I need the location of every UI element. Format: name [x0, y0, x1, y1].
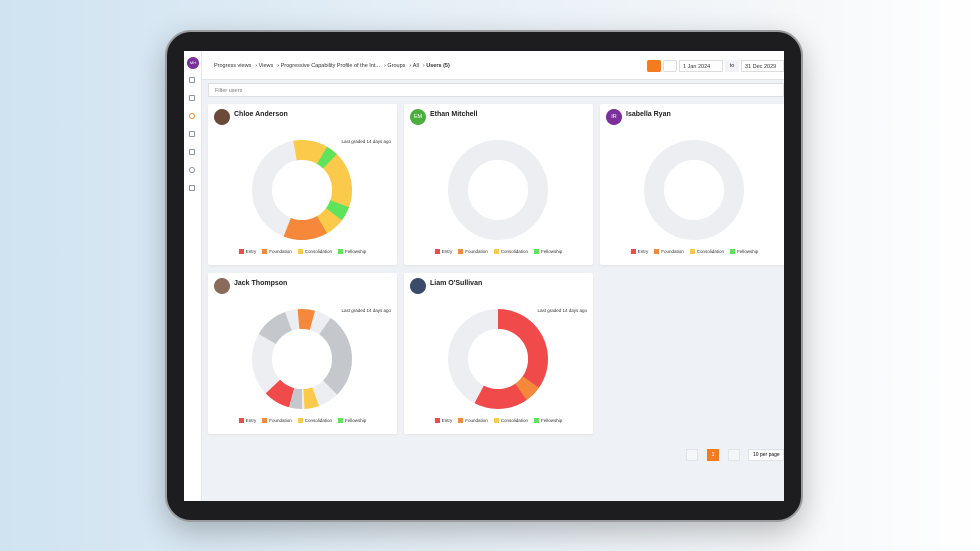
date-from[interactable]: 1 Jan 2024	[679, 60, 723, 72]
user-card[interactable]: EM Ethan Mitchell Entry Foundation Consoli…	[404, 104, 593, 265]
nav-icon[interactable]	[189, 149, 195, 155]
nav-icon[interactable]	[189, 185, 195, 191]
legend-label: Foundation	[661, 249, 684, 254]
crumb[interactable]: All	[412, 63, 419, 69]
avatar-initials: IR	[606, 109, 622, 125]
prev-page[interactable]	[686, 449, 698, 461]
nav-icon[interactable]	[189, 77, 195, 83]
legend-label: Consolidation	[304, 418, 333, 423]
legend-label: Fellowship	[345, 418, 367, 423]
legend-label: Consolidation	[696, 249, 725, 254]
list-view-button[interactable]	[663, 60, 677, 72]
legend-label: Consolidation	[500, 418, 529, 423]
progress-donut	[252, 140, 352, 240]
legend-label: Consolidation	[500, 249, 529, 254]
top-bar: Progress views › Views › Progressive Capab…	[202, 51, 784, 80]
next-page[interactable]	[728, 449, 740, 461]
legend-label: Entry	[441, 249, 453, 254]
last-graded: Last graded 14 days ago	[341, 308, 391, 313]
date-separator: to	[725, 60, 739, 72]
progress-donut	[448, 309, 548, 409]
user-card[interactable]: IR Isabella Ryan Entry Foundation Consolid…	[600, 104, 784, 265]
crumb[interactable]: Progressive Capability Profile of the In…	[280, 63, 380, 69]
legend-label: Foundation	[269, 249, 292, 254]
sidebar: MH	[184, 51, 202, 501]
legend-label: Consolidation	[304, 249, 333, 254]
progress-donut	[252, 309, 352, 409]
user-card[interactable]: Jack Thompson Last graded 14 days ago En…	[208, 273, 397, 434]
user-card[interactable]: Liam O'Sullivan Last graded 14 days ago …	[404, 273, 593, 434]
progress-donut	[448, 140, 548, 240]
legend: Entry Foundation Consolidation Fellowship	[404, 418, 593, 423]
legend: Entry Foundation Consolidation Fellowship	[208, 249, 397, 254]
avatar-photo	[214, 278, 230, 294]
user-name: Liam O'Sullivan	[430, 280, 483, 287]
user-avatar[interactable]: MH	[187, 57, 199, 69]
legend-label: Entry	[441, 418, 453, 423]
legend-label: Fellowship	[737, 249, 759, 254]
legend-label: Entry	[637, 249, 649, 254]
breadcrumb: Progress views › Views › Progressive Capab…	[214, 63, 450, 69]
user-name: Chloe Anderson	[234, 111, 288, 118]
nav-icon[interactable]	[189, 95, 195, 101]
nav-icon[interactable]	[189, 113, 195, 119]
page-number[interactable]: 1	[707, 449, 719, 461]
legend-label: Foundation	[465, 249, 488, 254]
last-graded: Last graded 14 days ago	[341, 139, 391, 144]
avatar-photo	[410, 278, 426, 294]
legend: Entry Foundation Consolidation Fellowship	[600, 249, 784, 254]
avatar-initials: EM	[410, 109, 426, 125]
legend-label: Fellowship	[541, 418, 563, 423]
crumb[interactable]: Views	[258, 63, 274, 69]
crumb[interactable]: Progress views	[214, 63, 252, 69]
user-name: Ethan Mitchell	[430, 111, 478, 118]
avatar-photo	[214, 109, 230, 125]
progress-donut	[644, 140, 744, 240]
user-name: Jack Thompson	[234, 280, 288, 287]
user-card[interactable]: Chloe Anderson Last graded 14 days ago E…	[208, 104, 397, 265]
legend-label: Entry	[245, 249, 257, 254]
nav-icon[interactable]	[189, 167, 195, 173]
legend-label: Fellowship	[345, 249, 367, 254]
date-to[interactable]: 31 Dec 2029	[741, 60, 784, 72]
user-name: Isabella Ryan	[626, 111, 671, 118]
legend-label: Entry	[245, 418, 257, 423]
per-page-select[interactable]: 10 per page	[748, 449, 784, 461]
last-graded: Last graded 14 days ago	[537, 308, 587, 313]
crumb[interactable]: Groups	[387, 63, 406, 69]
legend-label: Fellowship	[541, 249, 563, 254]
crumb-current: Users (5)	[426, 63, 450, 69]
app-screen: MH Progress views › Views › Progressive Ca…	[184, 51, 784, 501]
legend-label: Foundation	[465, 418, 488, 423]
legend: Entry Foundation Consolidation Fellowship	[404, 249, 593, 254]
legend: Entry Foundation Consolidation Fellowship	[208, 418, 397, 423]
nav-icon[interactable]	[189, 131, 195, 137]
filter-input[interactable]: Filter users	[208, 83, 784, 97]
legend-label: Foundation	[269, 418, 292, 423]
grid-view-button[interactable]	[647, 60, 661, 72]
